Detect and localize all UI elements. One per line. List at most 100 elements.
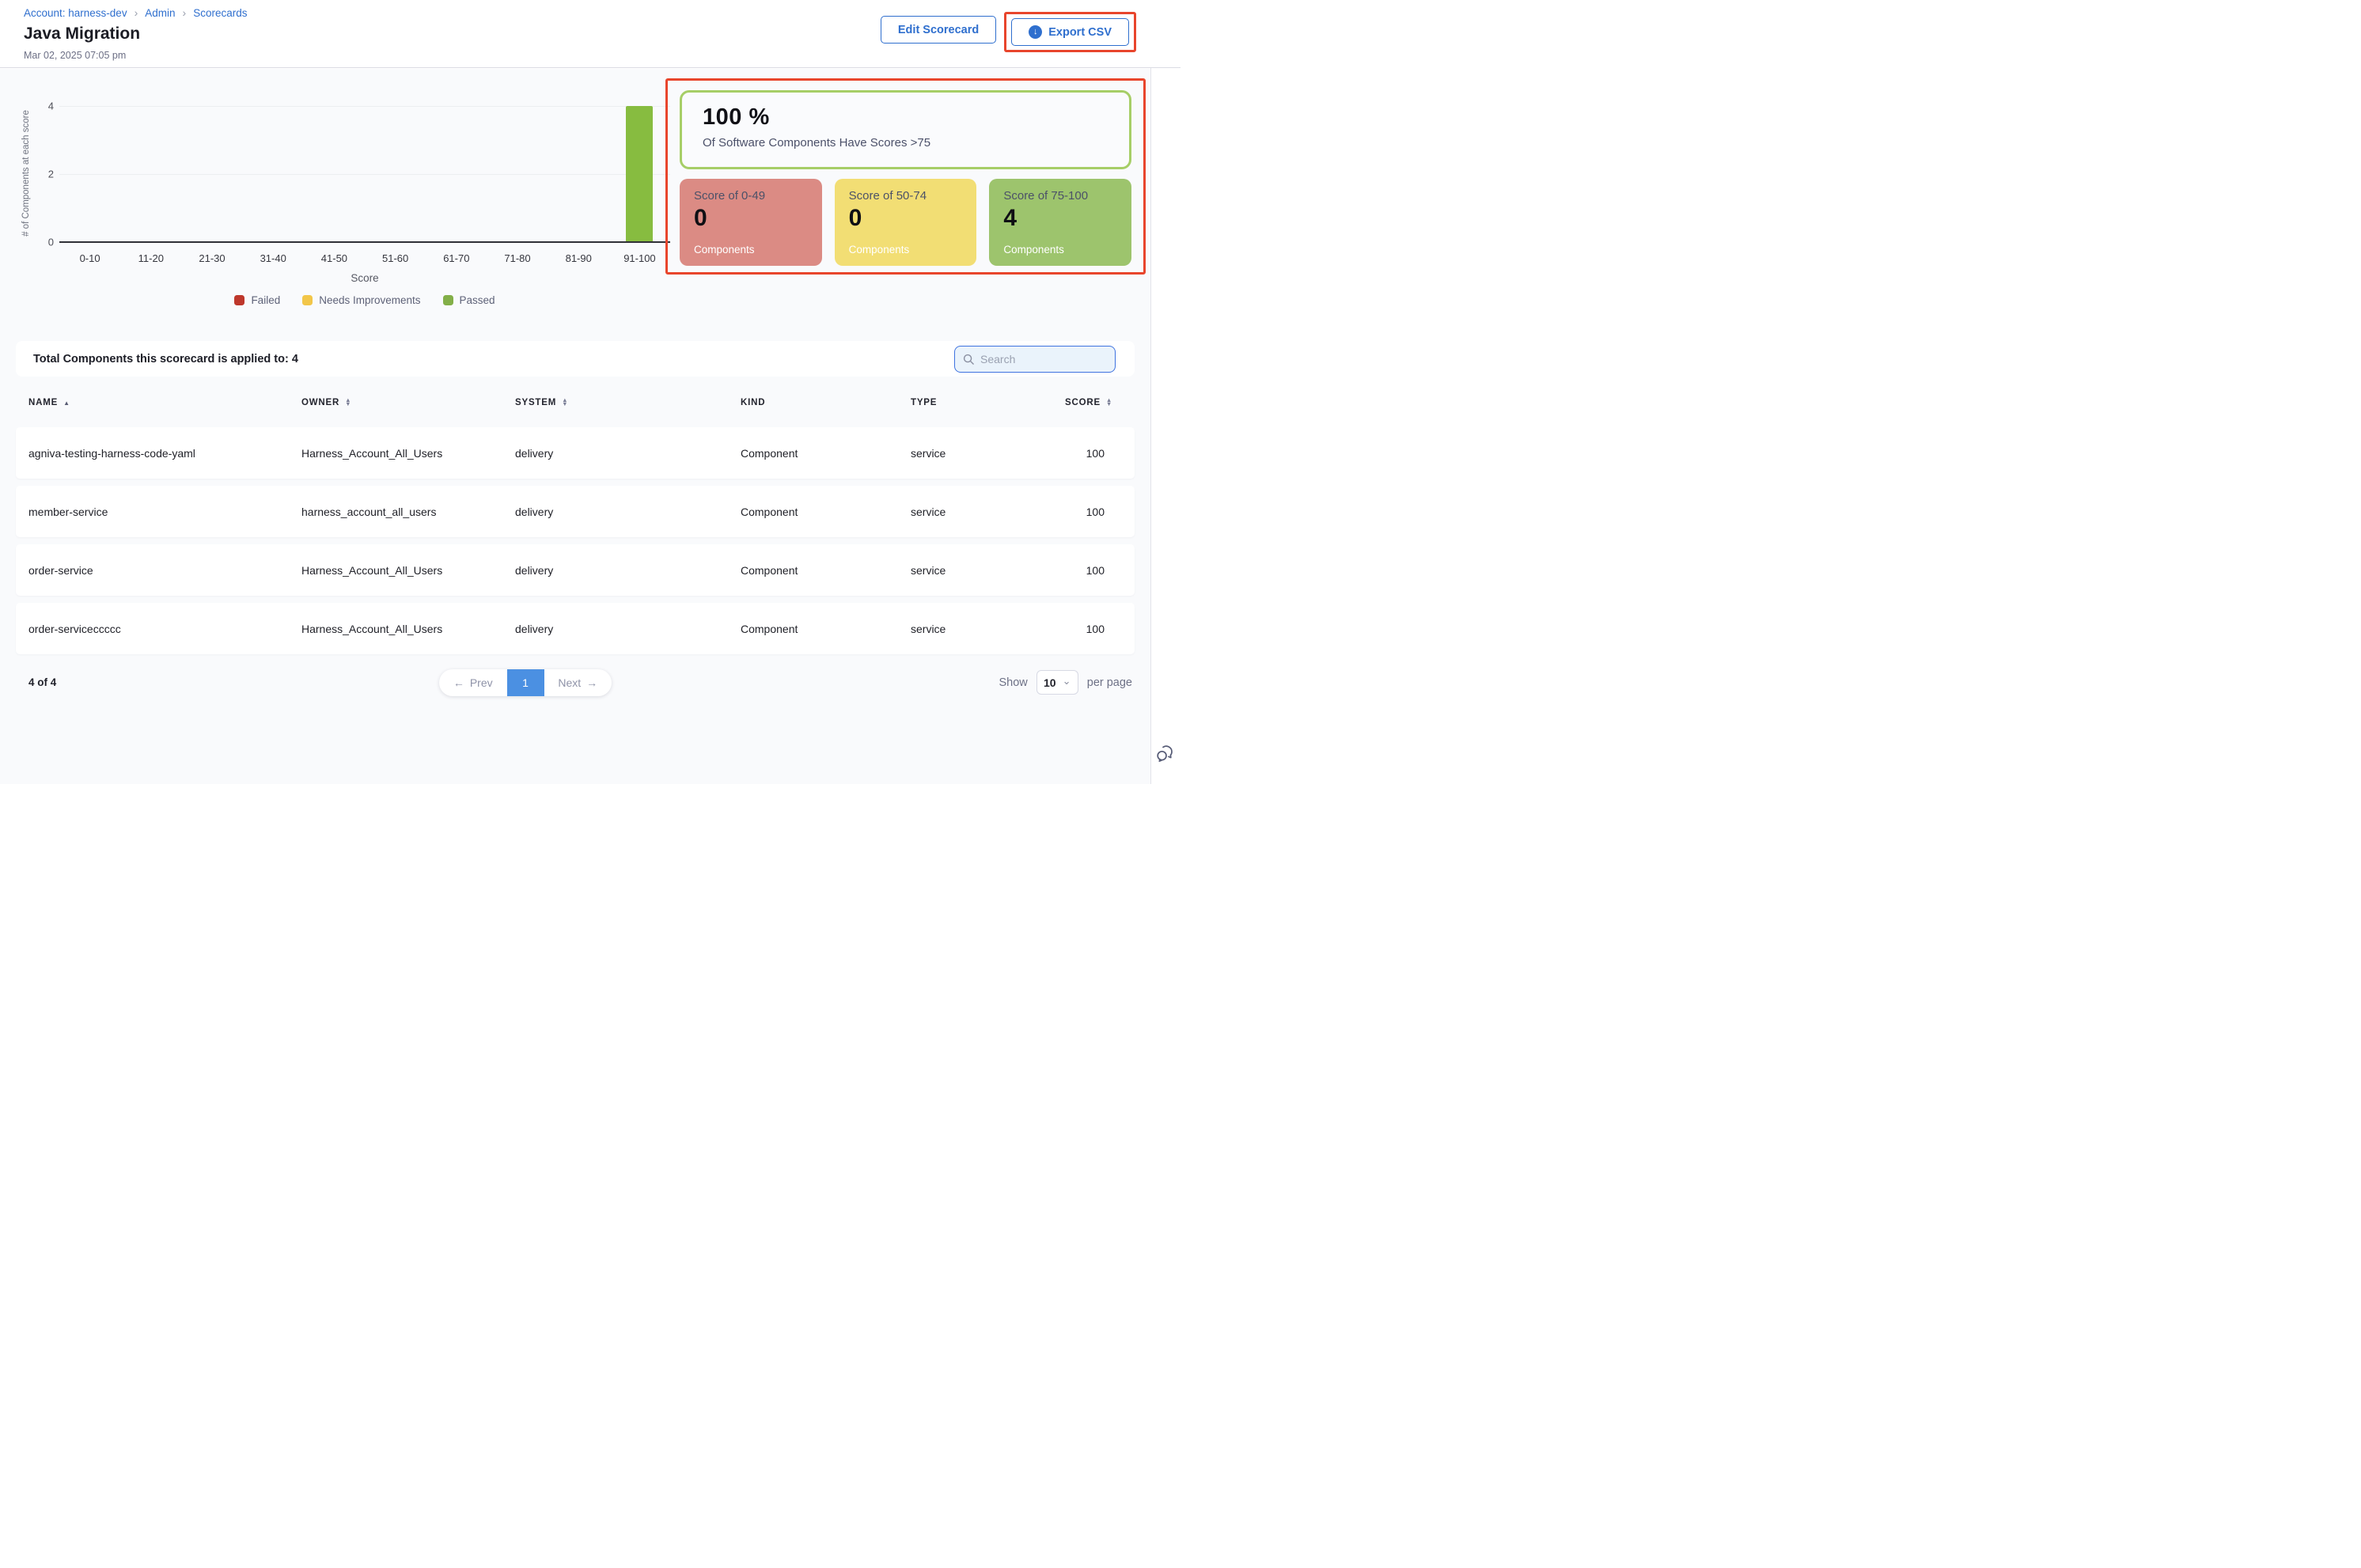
download-icon: ↓ [1029,25,1043,39]
gridline [59,174,670,175]
x-axis-label: 0-10 [79,252,100,264]
table-row-agniva-testing-harness-code-yaml[interactable]: agniva-testing-harness-code-yaml Harness_… [16,427,1135,479]
x-axis-label: 91-100 [623,252,656,264]
prev-page-button[interactable]: ← Prev [439,669,507,696]
cell-kind: Component [741,622,798,635]
column-header-name[interactable]: NAME ▲ [28,398,301,407]
score-card-title: Score of 0-49 [694,189,766,203]
column-header-system[interactable]: SYSTEM ▲ ▼ [515,397,741,407]
support-chat-button[interactable] [1155,744,1176,764]
breadcrumb-scorecards-link[interactable]: Scorecards [193,6,248,19]
chevron-down-icon: ⌄ [1062,674,1071,687]
legend-label: Passed [459,294,495,306]
show-label: Show [999,676,1028,689]
table-toolbar: Total Components this scorecard is appli… [16,341,1135,377]
score-card-value: 0 [694,205,707,231]
cell-kind: Component [741,446,798,460]
cell-type: service [911,505,946,518]
legend-item-failed: Failed [234,294,280,306]
score-range-cards: Score of 0-49 0 Components Score of 50-7… [680,179,1132,266]
chevron-right-icon: › [182,6,187,19]
cell-type: service [911,622,946,635]
column-header-owner[interactable]: OWNER ▲ ▼ [301,396,515,407]
table-row-order-service[interactable]: order-service Harness_Account_All_Users de… [16,544,1135,596]
cell-owner: Harness_Account_All_Users [301,563,443,577]
column-label: OWNER [301,398,340,407]
pagination: ← Prev 1 Next → [439,669,612,696]
cell-kind: Component [741,563,798,577]
results-range-label: 4 of 4 [28,676,57,688]
page-header: Account: harness-dev › Admin › Scorecard… [0,0,1180,68]
annotation-box-stats: 100 % Of Software Components Have Scores… [665,78,1146,275]
score-distribution-chart: # of Components at each score 0 2 4 0-10 11… [16,69,688,338]
scorecard-date: Mar 02, 2025 07:05 pm [24,50,127,61]
search-box [954,346,1116,373]
edit-scorecard-button[interactable]: Edit Scorecard [880,16,997,44]
legend-label: Needs Improvements [319,294,421,306]
x-axis-label: 41-50 [320,252,348,264]
cell-name: member-service [28,505,108,518]
breadcrumb-account-link[interactable]: Account: harness-dev [24,6,127,19]
table-row-order-serviceccccc[interactable]: order-serviceccccc Harness_Account_All_Us… [16,603,1135,654]
score-card-value: 4 [1003,205,1018,231]
cell-owner: Harness_Account_All_Users [301,446,443,460]
y-axis-tick: 4 [47,100,54,112]
cell-kind: Component [741,505,798,518]
per-page-label: per page [1086,676,1132,689]
next-page-button[interactable]: Next → [544,669,612,696]
column-header-score[interactable]: SCORE ▲ ▼ [1065,396,1131,407]
cell-score: 100 [1086,505,1105,518]
bar-91-100 [626,106,654,242]
x-axis-label: 71-80 [504,252,531,264]
legend-swatch [234,295,245,305]
search-input[interactable] [980,353,1099,365]
table-row-member-service[interactable]: member-service harness_account_all_users d… [16,486,1135,537]
legend-item-passed: Passed [442,294,495,306]
score-card-caption: Components [694,244,755,256]
column-label: NAME [28,398,59,407]
column-header-type: TYPE [911,398,1065,407]
search-icon [963,354,974,365]
score-card-75-100: Score of 75-100 4 Components [989,179,1132,266]
column-label: TYPE [911,398,938,407]
y-axis-tick: 0 [47,236,54,248]
score-card-value: 0 [848,205,862,231]
x-axis-title: Score [351,272,379,284]
cell-system: delivery [515,622,554,635]
table-header-row: NAME ▲ OWNER ▲ ▼ SYSTEM ▲ ▼ KIND TYPE SCORE ▲ ▼ [16,385,1135,420]
column-header-kind: KIND [741,398,911,407]
score-card-title: Score of 50-74 [848,189,927,203]
y-axis-tick: 2 [47,168,54,180]
cell-system: delivery [515,505,554,518]
edit-scorecard-label: Edit Scorecard [897,23,980,36]
x-axis-label: 61-70 [443,252,470,264]
percent-passing-value: 100 % [703,104,770,130]
x-axis-line [59,241,670,243]
sort-icon: ▲ ▼ [345,396,352,407]
breadcrumb-admin-link[interactable]: Admin [145,6,176,19]
legend-swatch [442,295,453,305]
page-size-select[interactable]: 10 ⌄ [1036,670,1078,695]
arrow-left-icon: ← [453,676,464,689]
page-number-button[interactable]: 1 [506,669,544,696]
score-card-50-74: Score of 50-74 0 Components [834,179,977,266]
cell-name: order-serviceccccc [28,622,121,635]
x-axis-label: 21-30 [199,252,225,264]
annotation-box-export: ↓ Export CSV [1004,12,1136,52]
column-label: KIND [741,398,766,407]
chart-legend: Failed Needs Improvements Passed [59,294,670,306]
breadcrumb: Account: harness-dev › Admin › Scorecard… [24,6,247,19]
chat-bubbles-icon [1157,745,1173,762]
export-csv-button[interactable]: ↓ Export CSV [1011,18,1129,46]
score-card-caption: Components [848,244,910,256]
x-axis-label: 11-20 [138,252,164,264]
cell-system: delivery [515,563,554,577]
cell-type: service [911,446,946,460]
x-axis-labels: 0-10 11-20 21-30 31-40 41-50 51-60 61-70 71-80 8… [59,252,670,264]
cell-owner: Harness_Account_All_Users [301,622,443,635]
sort-icon: ▲ ▼ [1105,396,1113,407]
cell-system: delivery [515,446,554,460]
cell-name: order-service [28,563,93,577]
cell-type: service [911,563,946,577]
legend-swatch [302,295,313,305]
